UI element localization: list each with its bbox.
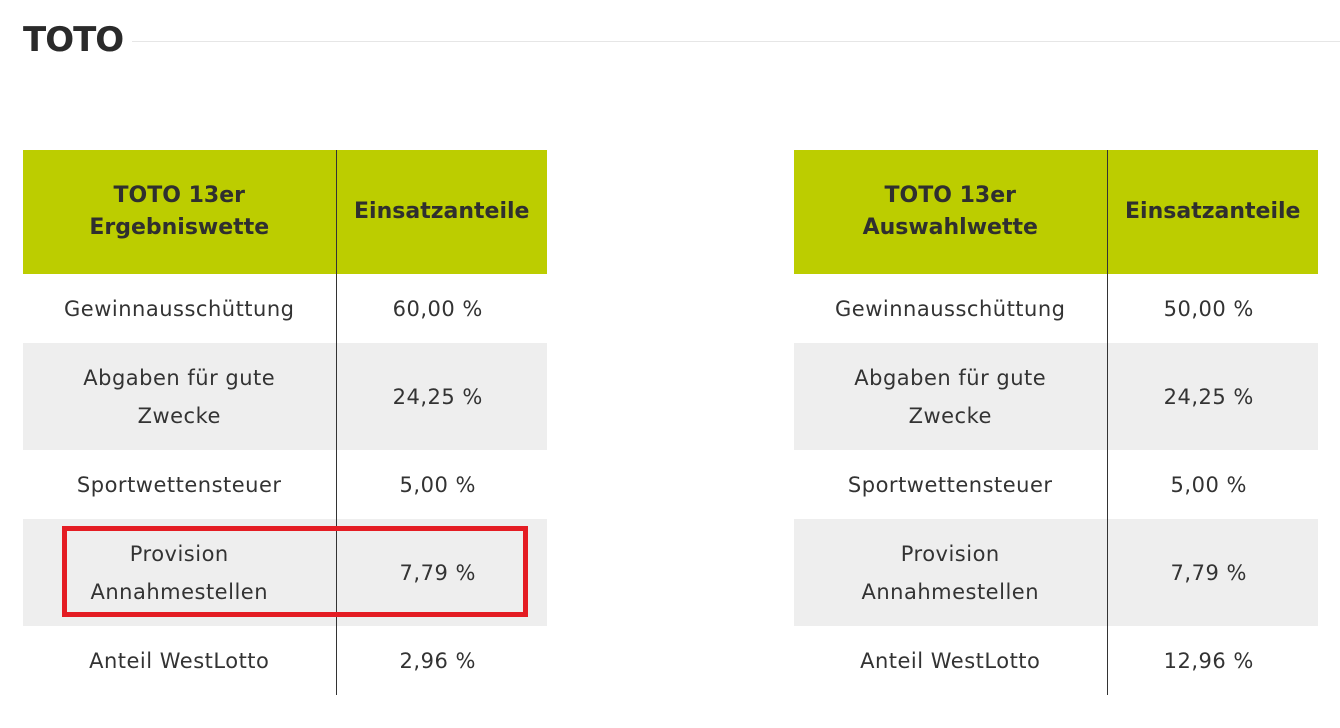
table-row: Anteil WestLotto 2,96 % [23, 626, 547, 695]
row-label-line2: Annahmestellen [861, 579, 1040, 604]
row-label-line1: Sportwettensteuer [76, 472, 282, 497]
highlight-annotation-box [62, 526, 528, 617]
row-label: Anteil WestLotto [23, 626, 337, 695]
row-label-line2: Annahmestellen [90, 579, 269, 604]
table-header-value: Einsatzanteile [336, 150, 547, 274]
header-label-line1: TOTO 13er [113, 183, 245, 208]
table-header-value: Einsatzanteile [1107, 150, 1318, 274]
row-value: 5,00 % [1170, 472, 1247, 497]
page-title: TOTO [23, 20, 124, 60]
table-row: Anteil WestLotto 12,96 % [794, 626, 1318, 695]
table-row: Abgaben für gute Zwecke 24,25 % [23, 343, 547, 450]
row-value: 2,96 % [399, 648, 476, 673]
row-label-line1: Provision [129, 541, 229, 566]
row-value: 5,00 % [399, 472, 476, 497]
row-label-line1: Sportwettensteuer [847, 472, 1053, 497]
row-label-line1: Anteil WestLotto [860, 648, 1041, 673]
row-label: Provision Annahmestellen [794, 519, 1108, 626]
table-row: Gewinnausschüttung 50,00 % [794, 274, 1318, 343]
row-label-line1: Abgaben für gute [854, 365, 1047, 390]
row-value: 7,79 % [336, 519, 547, 626]
row-value: 24,25 % [336, 343, 547, 450]
row-label: Anteil WestLotto [794, 626, 1108, 695]
row-value: 24,25 % [1107, 343, 1318, 450]
row-label-line1: Anteil WestLotto [89, 648, 270, 673]
row-label: Gewinnausschüttung [794, 274, 1108, 343]
row-label-line1: Gewinnausschüttung [64, 296, 295, 321]
row-label: Provision Annahmestellen [23, 519, 337, 626]
ergebniswette-table: TOTO 13er Ergebniswette Einsatzanteile G… [23, 150, 547, 695]
table-header-label: TOTO 13er Ergebniswette [23, 150, 337, 274]
row-label: Abgaben für gute Zwecke [23, 343, 337, 450]
title-divider [132, 41, 1340, 42]
table-row: Gewinnausschüttung 60,00 % [23, 274, 547, 343]
row-label: Gewinnausschüttung [23, 274, 337, 343]
table-row: Provision Annahmestellen 7,79 % [794, 519, 1318, 626]
row-value: 12,96 % [1163, 648, 1254, 673]
header-label-line2: Auswahlwette [862, 215, 1038, 240]
row-label-line1: Abgaben für gute [83, 365, 276, 390]
auswahlwette-table: TOTO 13er Auswahlwette Einsatzanteile Ge… [794, 150, 1318, 695]
row-value: 7,79 % [1107, 519, 1318, 626]
table-row: Provision Annahmestellen 7,79 % [23, 519, 547, 626]
row-label: Sportwettensteuer [23, 450, 337, 519]
row-label-line2: Zwecke [137, 403, 221, 428]
row-label-line1: Provision [900, 541, 1000, 566]
row-label: Sportwettensteuer [794, 450, 1108, 519]
header-label-line1: TOTO 13er [884, 183, 1016, 208]
table-header-label: TOTO 13er Auswahlwette [794, 150, 1108, 274]
row-label: Abgaben für gute Zwecke [794, 343, 1108, 450]
row-label-line2: Zwecke [908, 403, 992, 428]
table-row: Abgaben für gute Zwecke 24,25 % [794, 343, 1318, 450]
row-label-line1: Gewinnausschüttung [835, 296, 1066, 321]
table-row: Sportwettensteuer 5,00 % [794, 450, 1318, 519]
table-row: Sportwettensteuer 5,00 % [23, 450, 547, 519]
row-value: 50,00 % [1163, 296, 1254, 321]
header-label-line2: Ergebniswette [89, 215, 270, 240]
row-value: 60,00 % [392, 296, 483, 321]
